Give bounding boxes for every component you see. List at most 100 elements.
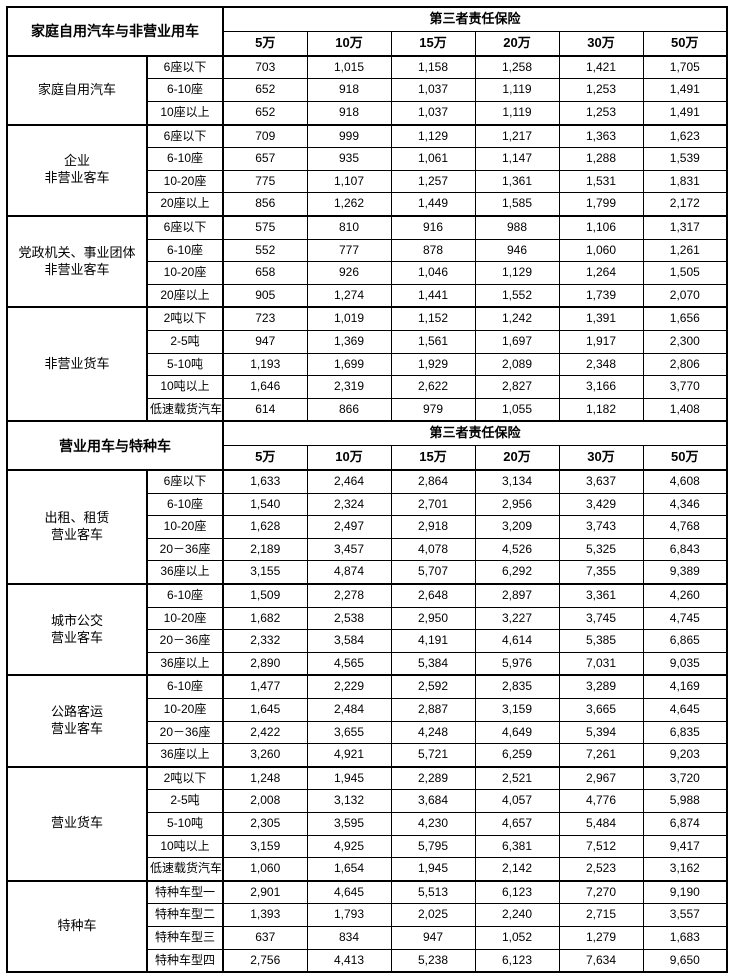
- rate-value: 1,391: [559, 307, 643, 330]
- subcategory: 20座以上: [147, 284, 223, 307]
- rate-value: 6,835: [643, 721, 727, 744]
- rate-value: 9,035: [643, 652, 727, 675]
- coverage-title: 第三者责任保险: [223, 421, 727, 445]
- tier-header: 30万: [559, 31, 643, 55]
- subcategory: 5-10吨: [147, 812, 223, 835]
- rate-value: 777: [307, 239, 391, 262]
- rate-value: 1,052: [475, 926, 559, 949]
- rate-value: 1,253: [559, 79, 643, 102]
- section-title: 营业用车与特种车: [7, 421, 223, 470]
- rate-value: 5,384: [391, 652, 475, 675]
- rate-value: 7,355: [559, 561, 643, 584]
- rate-value: 6,843: [643, 538, 727, 561]
- rate-value: 2,324: [307, 493, 391, 516]
- tier-header: 30万: [559, 446, 643, 470]
- rate-value: 1,019: [307, 307, 391, 330]
- category-name: 城市公交营业客车: [7, 584, 147, 675]
- rate-value: 947: [223, 330, 307, 353]
- rate-value: 9,417: [643, 835, 727, 858]
- rate-value: 3,557: [643, 904, 727, 927]
- rate-value: 1,055: [475, 398, 559, 421]
- rate-value: 6,123: [475, 881, 559, 904]
- rate-value: 1,037: [391, 79, 475, 102]
- rate-value: 2,332: [223, 630, 307, 653]
- rate-value: 1,119: [475, 101, 559, 124]
- subcategory: 10-20座: [147, 262, 223, 285]
- rate-value: 1,699: [307, 353, 391, 376]
- rate-value: 999: [307, 125, 391, 148]
- category-name: 特种车: [7, 881, 147, 972]
- subcategory: 6座以下: [147, 125, 223, 148]
- rate-value: 1,645: [223, 699, 307, 722]
- rate-value: 2,901: [223, 881, 307, 904]
- rate-value: 1,561: [391, 330, 475, 353]
- subcategory: 36座以上: [147, 652, 223, 675]
- rate-value: 2,348: [559, 353, 643, 376]
- subcategory: 2吨以下: [147, 767, 223, 790]
- rate-value: 926: [307, 262, 391, 285]
- rate-value: 1,633: [223, 470, 307, 493]
- subcategory: 低速载货汽车: [147, 858, 223, 881]
- tier-header: 20万: [475, 31, 559, 55]
- rate-value: 2,864: [391, 470, 475, 493]
- subcategory: 10-20座: [147, 170, 223, 193]
- rate-value: 637: [223, 926, 307, 949]
- subcategory: 6-10座: [147, 148, 223, 171]
- rate-value: 2,918: [391, 516, 475, 539]
- rate-value: 6,874: [643, 812, 727, 835]
- rate-value: 2,189: [223, 538, 307, 561]
- rate-value: 5,976: [475, 652, 559, 675]
- rate-value: 2,523: [559, 858, 643, 881]
- category-name: 家庭自用汽车: [7, 56, 147, 125]
- rate-value: 1,408: [643, 398, 727, 421]
- rate-value: 2,497: [307, 516, 391, 539]
- rate-value: 3,457: [307, 538, 391, 561]
- rate-value: 916: [391, 216, 475, 239]
- subcategory: 2吨以下: [147, 307, 223, 330]
- rate-value: 2,142: [475, 858, 559, 881]
- rate-value: 1,793: [307, 904, 391, 927]
- rate-value: 878: [391, 239, 475, 262]
- rate-value: 1,264: [559, 262, 643, 285]
- rate-value: 3,159: [475, 699, 559, 722]
- rate-value: 657: [223, 148, 307, 171]
- subcategory: 6座以下: [147, 470, 223, 493]
- subcategory: 10座以上: [147, 101, 223, 124]
- rate-value: 3,134: [475, 470, 559, 493]
- rate-value: 1,705: [643, 56, 727, 79]
- rate-value: 2,715: [559, 904, 643, 927]
- rate-value: 1,152: [391, 307, 475, 330]
- subcategory: 2-5吨: [147, 790, 223, 813]
- rate-value: 3,655: [307, 721, 391, 744]
- rate-value: 575: [223, 216, 307, 239]
- rate-value: 1,037: [391, 101, 475, 124]
- tier-header: 50万: [643, 446, 727, 470]
- rate-value: 1,119: [475, 79, 559, 102]
- rate-value: 1,683: [643, 926, 727, 949]
- rate-value: 1,449: [391, 193, 475, 216]
- subcategory: 6-10座: [147, 79, 223, 102]
- rate-value: 2,827: [475, 376, 559, 399]
- rate-value: 9,203: [643, 744, 727, 767]
- rate-value: 3,159: [223, 835, 307, 858]
- rate-value: 1,697: [475, 330, 559, 353]
- subcategory: 2-5吨: [147, 330, 223, 353]
- tier-header: 15万: [391, 31, 475, 55]
- rate-value: 6,123: [475, 949, 559, 972]
- rate-value: 905: [223, 284, 307, 307]
- rate-value: 1,799: [559, 193, 643, 216]
- tier-header: 10万: [307, 446, 391, 470]
- rate-value: 1,129: [475, 262, 559, 285]
- tier-header: 5万: [223, 446, 307, 470]
- rate-value: 703: [223, 56, 307, 79]
- rate-value: 1,046: [391, 262, 475, 285]
- tier-header: 20万: [475, 446, 559, 470]
- tier-header: 15万: [391, 446, 475, 470]
- rate-value: 1,623: [643, 125, 727, 148]
- rate-value: 2,070: [643, 284, 727, 307]
- rate-value: 7,634: [559, 949, 643, 972]
- rate-value: 947: [391, 926, 475, 949]
- rate-value: 3,595: [307, 812, 391, 835]
- rate-value: 1,361: [475, 170, 559, 193]
- rate-value: 918: [307, 101, 391, 124]
